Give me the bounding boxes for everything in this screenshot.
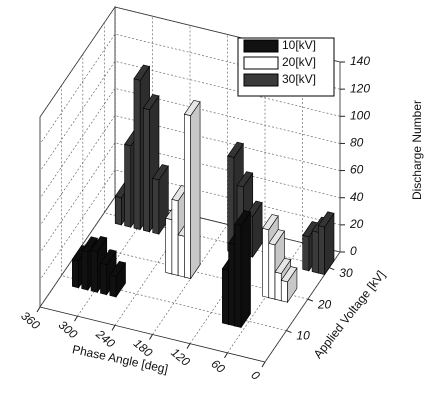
z-tick-label: 10 <box>296 329 310 343</box>
bar <box>183 100 201 280</box>
bar-side <box>240 210 251 329</box>
x-tick <box>149 334 153 340</box>
bar-front <box>143 107 150 233</box>
bar-front <box>72 258 79 289</box>
x-tick <box>111 325 116 331</box>
bar-side <box>190 100 201 280</box>
bar-front <box>152 177 160 235</box>
x-tick-label: 60 <box>208 357 227 377</box>
legend-swatch <box>243 39 279 53</box>
bar-front <box>268 242 276 300</box>
z-tick <box>329 267 335 271</box>
bar-front <box>311 230 319 274</box>
legend-swatch <box>243 73 279 87</box>
bar-top <box>262 214 279 231</box>
bar <box>280 266 298 304</box>
bar-top <box>81 236 98 253</box>
x-tick <box>74 315 78 322</box>
bar-top <box>227 141 244 158</box>
bar-front <box>262 227 270 299</box>
bar-front <box>114 195 122 226</box>
y-tick-label: 20 <box>349 217 364 231</box>
z-tick-label: 20 <box>317 297 332 311</box>
bar-front <box>109 274 117 298</box>
y-tick-label: 40 <box>350 190 364 204</box>
bar-top <box>90 236 108 253</box>
bar-front <box>302 234 310 272</box>
y-axis-label: Discharge Number <box>410 100 424 200</box>
bar-front <box>133 78 141 230</box>
bar-top <box>280 266 298 283</box>
x-tick <box>186 343 191 349</box>
bar-front <box>90 249 98 293</box>
x-tick <box>261 361 266 368</box>
bar-top <box>268 229 285 246</box>
bars <box>71 64 335 329</box>
x-tick-label: 120 <box>168 345 193 369</box>
bar-front <box>124 143 132 228</box>
bar-front <box>280 279 288 303</box>
y-tick-label: 140 <box>350 54 370 68</box>
grid-line <box>264 62 341 363</box>
bar-top <box>274 257 292 274</box>
x-tick <box>224 352 228 359</box>
bar <box>109 260 127 298</box>
z-axis-label: Applied Voltage [kV] <box>311 268 388 361</box>
y-tick-label: 100 <box>350 108 370 122</box>
y-tick-label: 80 <box>350 136 364 150</box>
bar-top <box>109 260 127 277</box>
legend-label: 10[kV] <box>282 38 316 52</box>
bar-top <box>133 64 151 81</box>
bar-front <box>274 271 282 302</box>
bar-front <box>234 223 242 328</box>
y-tick-label: 0 <box>350 244 357 258</box>
bar-front <box>165 217 173 275</box>
x-tick-label: 0 <box>248 368 262 383</box>
z-tick-label: 30 <box>339 266 353 280</box>
bar-top <box>99 249 117 266</box>
bar-top <box>142 94 160 111</box>
bar-front <box>100 262 108 296</box>
x-tick-label: 360 <box>18 309 43 333</box>
grid-line <box>39 115 341 226</box>
bar-front <box>318 225 325 276</box>
bar-top <box>152 164 169 181</box>
bar-top <box>236 171 254 188</box>
z-tick <box>307 298 314 302</box>
bar-front <box>184 113 191 279</box>
y-tick-label: 120 <box>350 81 370 95</box>
x-tick-label: 300 <box>56 318 81 342</box>
x-tick <box>36 306 41 313</box>
legend-label: 30[kV] <box>282 72 316 86</box>
grid-line <box>61 85 287 331</box>
grid-line <box>39 142 341 253</box>
legend-label: 20[kV] <box>282 55 316 69</box>
legend-swatch <box>243 56 279 70</box>
y-tick-label: 60 <box>350 163 364 177</box>
bar <box>317 211 335 276</box>
bar-top <box>183 100 201 117</box>
bar-front <box>228 242 236 327</box>
bar-front <box>222 268 229 325</box>
bar-front <box>81 250 89 291</box>
bar-front <box>177 234 185 278</box>
bar-top <box>317 211 335 228</box>
z-tick <box>286 330 292 334</box>
bar-top <box>234 210 252 227</box>
legend: 10[kV] 20[kV] 30[kV] <box>237 37 335 97</box>
bar-front <box>171 198 179 276</box>
bar <box>234 210 252 329</box>
